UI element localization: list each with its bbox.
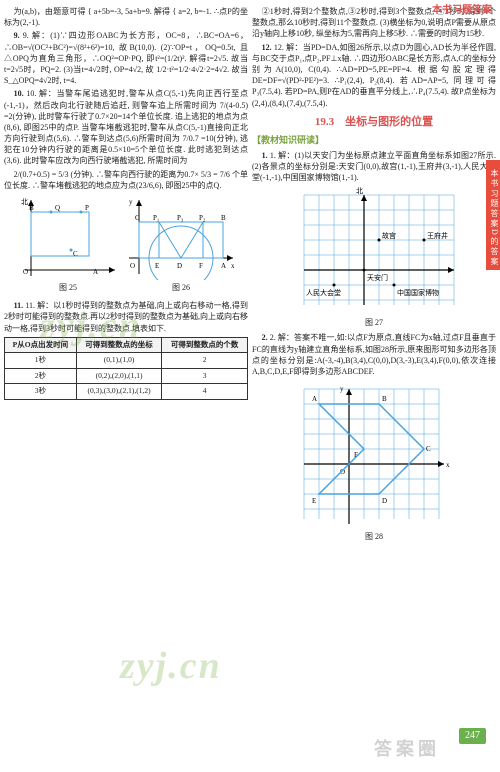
fig26-svg: x y O C P₁ P₃ P₂ B E D F A bbox=[125, 194, 237, 280]
r1-body: 1. 解：(1)以天安门为坐标原点建立平面直角坐标系如图27所示. (2)各景点… bbox=[252, 151, 496, 182]
page-number: 247 bbox=[459, 728, 486, 744]
svg-text:C: C bbox=[73, 250, 78, 258]
q11-table: P从O点出发时间 可得到整数点的坐标 可得到整数点的个数 1秒(0,1),(1,… bbox=[4, 337, 248, 400]
svg-text:x: x bbox=[446, 461, 450, 469]
svg-text:A: A bbox=[312, 395, 317, 403]
left-column: 为(a,b)，由题意可得 { a+5b=-3, 5a+b=9. 解得 { a=2… bbox=[4, 6, 248, 768]
q10b-text: 2/(0.7+0.5) = 5/3 (分钟). ∴警车向西行驶的距离为0.7× … bbox=[4, 169, 248, 191]
svg-text:E: E bbox=[155, 262, 159, 270]
q12-body: 12. 解：当PD=DA,如图26所示,以点D为圆心,AD长为半径作圆,与BC交… bbox=[252, 43, 496, 108]
svg-text:P₃: P₃ bbox=[177, 214, 184, 222]
svg-text:B: B bbox=[221, 214, 226, 222]
fig27-box: 北 故宫 王府井 天安门 人民大会堂 中国国家博物 图 27 bbox=[252, 185, 496, 328]
figure-row-1: 北 B Q P O A C 图 25 x y O bbox=[4, 194, 248, 297]
table-row: 3秒(0,3),(3,0),(2,1),(1,2)4 bbox=[5, 384, 248, 400]
svg-text:D: D bbox=[177, 262, 182, 270]
table-row: 2秒(0,2),(2,0),(1,1)3 bbox=[5, 368, 248, 384]
side-tab: 本书习题答案D的答案 bbox=[486, 160, 500, 270]
cell: (0,1),(1,0) bbox=[76, 353, 162, 369]
svg-text:北: 北 bbox=[21, 198, 28, 206]
q11-text: 11. 11. 解：以1秒时得到的整数点为基础,向上或向右移动一格,得到2秒时可… bbox=[4, 300, 248, 334]
r-2: 2. 2. 解：答案不唯一,如:以点F为原点,直线FC为x轴,过点F且垂直于FC… bbox=[252, 332, 496, 377]
cell: 2 bbox=[162, 353, 248, 369]
fig25-box: 北 B Q P O A C 图 25 bbox=[15, 194, 121, 297]
cell: 1秒 bbox=[5, 353, 77, 369]
svg-text:北: 北 bbox=[356, 187, 363, 195]
svg-text:P: P bbox=[85, 204, 89, 212]
svg-text:C: C bbox=[426, 445, 431, 453]
fig26-box: x y O C P₁ P₃ P₂ B E D F A 图 26 bbox=[125, 194, 237, 297]
svg-text:y: y bbox=[129, 198, 133, 206]
svg-text:F: F bbox=[354, 451, 358, 459]
svg-text:y: y bbox=[340, 385, 344, 393]
r-q12: 12. 12. 解：当PD=DA,如图26所示,以点D为圆心,AD长为半径作圆,… bbox=[252, 42, 496, 109]
q11-body: 11. 解：以1秒时得到的整数点为基础,向上或向右移动一格,得到2秒时可能得到的… bbox=[4, 301, 248, 332]
fig27-caption: 图 27 bbox=[252, 317, 496, 328]
svg-text:A: A bbox=[221, 262, 226, 270]
intro-text: 为(a,b)，由题意可得 { a+5b=-3, 5a+b=9. 解得 { a=2… bbox=[4, 6, 248, 28]
svg-text:Q: Q bbox=[55, 204, 60, 212]
th-2: 可得到整数点的个数 bbox=[162, 337, 248, 353]
svg-text:x: x bbox=[231, 262, 235, 270]
fig28-caption: 图 28 bbox=[252, 531, 496, 542]
cell: (0,2),(2,0),(1,1) bbox=[76, 368, 162, 384]
cell: 3 bbox=[162, 368, 248, 384]
section-19-3-title: 19.3 坐标与图形的位置 bbox=[252, 115, 496, 130]
svg-text:D: D bbox=[382, 497, 387, 505]
fig25-caption: 图 25 bbox=[15, 282, 121, 293]
svg-text:P₁: P₁ bbox=[153, 214, 159, 222]
svg-text:故宫: 故宫 bbox=[382, 231, 396, 240]
th-0: P从O点出发时间 bbox=[5, 337, 77, 353]
svg-text:B: B bbox=[382, 395, 387, 403]
svg-text:天安门: 天安门 bbox=[367, 273, 388, 282]
svg-text:中国国家博物: 中国国家博物 bbox=[397, 288, 439, 297]
q9-text: 9. 9. 解：(1)∵四边形OABC为长方形，OC=8，∴BC=OA=6，∴O… bbox=[4, 30, 248, 86]
svg-text:C: C bbox=[135, 214, 140, 222]
fig28-svg: x y O A B C D E F bbox=[294, 379, 454, 529]
cell: (0,3),(3,0),(2,1),(1,2) bbox=[76, 384, 162, 400]
page-content: 为(a,b)，由题意可得 { a+5b=-3, 5a+b=9. 解得 { a=2… bbox=[0, 0, 500, 772]
th-1: 可得到整数点的坐标 bbox=[76, 337, 162, 353]
svg-text:P₂: P₂ bbox=[199, 214, 206, 222]
q10a-body: 10. 解：当警车尾追逃犯时,警车从点C(5,-1)先向正西行至点(-1,-1)… bbox=[4, 89, 248, 165]
table-row: 1秒(0,1),(1,0)2 bbox=[5, 353, 248, 369]
cell: 2秒 bbox=[5, 368, 77, 384]
answer-watermark: 答案圈 bbox=[374, 737, 440, 762]
q10a-text: 10. 10. 解：当警车尾追逃犯时,警车从点C(5,-1)先向正西行至点(-1… bbox=[4, 88, 248, 166]
cell: 3秒 bbox=[5, 384, 77, 400]
fig28-box: x y O A B C D E F 图 28 bbox=[252, 379, 496, 542]
svg-text:人民大会堂: 人民大会堂 bbox=[306, 288, 341, 297]
fig26-caption: 图 26 bbox=[125, 282, 237, 293]
svg-text:E: E bbox=[312, 497, 316, 505]
r-1a: 1. 1. 解：(1)以天安门为坐标原点建立平面直角坐标系如图27所示. (2)… bbox=[252, 150, 496, 184]
header-title: 本书习题答案 bbox=[432, 4, 492, 18]
svg-text:A: A bbox=[93, 268, 98, 276]
svg-text:F: F bbox=[199, 262, 203, 270]
fig25-svg: 北 B Q P O A C bbox=[15, 194, 121, 280]
cell: 4 bbox=[162, 384, 248, 400]
svg-text:B: B bbox=[29, 204, 34, 212]
svg-text:王府井: 王府井 bbox=[427, 231, 448, 240]
right-column: ②1秒时,得到2个整数点,③2秒时,得到3个整数点, ④3秒时,得到4个整数点,… bbox=[252, 6, 496, 768]
r2-body: 2. 解：答案不唯一,如:以点F为原点,直线FC为x轴,过点F且垂直于FC的直线… bbox=[252, 333, 496, 376]
q9-body: 9. 解：(1)∵四边形OABC为长方形，OC=8，∴BC=OA=6，∴OB=√… bbox=[4, 31, 248, 85]
fig27-svg: 北 故宫 王府井 天安门 人民大会堂 中国国家博物 bbox=[284, 185, 464, 315]
svg-text:O: O bbox=[130, 262, 135, 270]
subsection-title: 【教材知识研读】 bbox=[252, 134, 496, 147]
svg-text:O: O bbox=[23, 268, 28, 276]
